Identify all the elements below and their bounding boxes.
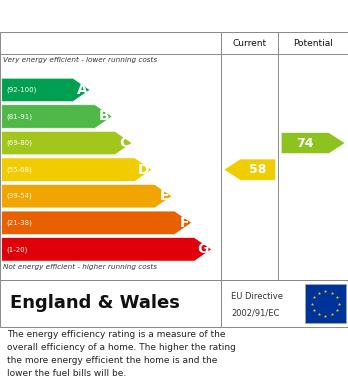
Bar: [304, 284, 346, 323]
Text: 58: 58: [249, 163, 267, 176]
Text: (55-68): (55-68): [6, 167, 32, 173]
Polygon shape: [2, 185, 172, 208]
Text: B: B: [99, 109, 110, 124]
Text: Not energy efficient - higher running costs: Not energy efficient - higher running co…: [3, 264, 158, 270]
Text: (21-38): (21-38): [6, 219, 32, 226]
Text: Current: Current: [232, 39, 267, 48]
Polygon shape: [2, 158, 152, 181]
Text: A: A: [77, 83, 87, 97]
Text: (1-20): (1-20): [6, 246, 27, 253]
Polygon shape: [2, 238, 212, 261]
Text: D: D: [138, 163, 149, 177]
Text: 2002/91/EC: 2002/91/EC: [231, 308, 280, 317]
Text: EU Directive: EU Directive: [231, 292, 283, 301]
Polygon shape: [2, 105, 112, 128]
Text: (92-100): (92-100): [6, 87, 36, 93]
Polygon shape: [224, 159, 276, 180]
Text: F: F: [180, 216, 189, 230]
Text: Very energy efficient - lower running costs: Very energy efficient - lower running co…: [3, 57, 158, 63]
Text: Potential: Potential: [293, 39, 333, 48]
Polygon shape: [2, 211, 192, 235]
Polygon shape: [2, 78, 90, 102]
Text: E: E: [160, 189, 169, 203]
Polygon shape: [281, 133, 345, 154]
Polygon shape: [2, 131, 132, 155]
Text: The energy efficiency rating is a measure of the
overall efficiency of a home. T: The energy efficiency rating is a measur…: [7, 330, 236, 378]
Text: 74: 74: [296, 136, 314, 150]
Text: C: C: [119, 136, 129, 150]
Text: England & Wales: England & Wales: [10, 294, 180, 312]
Text: G: G: [198, 242, 209, 256]
Text: (81-91): (81-91): [6, 113, 32, 120]
Text: (69-80): (69-80): [6, 140, 32, 146]
Text: Energy Efficiency Rating: Energy Efficiency Rating: [10, 9, 221, 23]
Text: (39-54): (39-54): [6, 193, 32, 199]
